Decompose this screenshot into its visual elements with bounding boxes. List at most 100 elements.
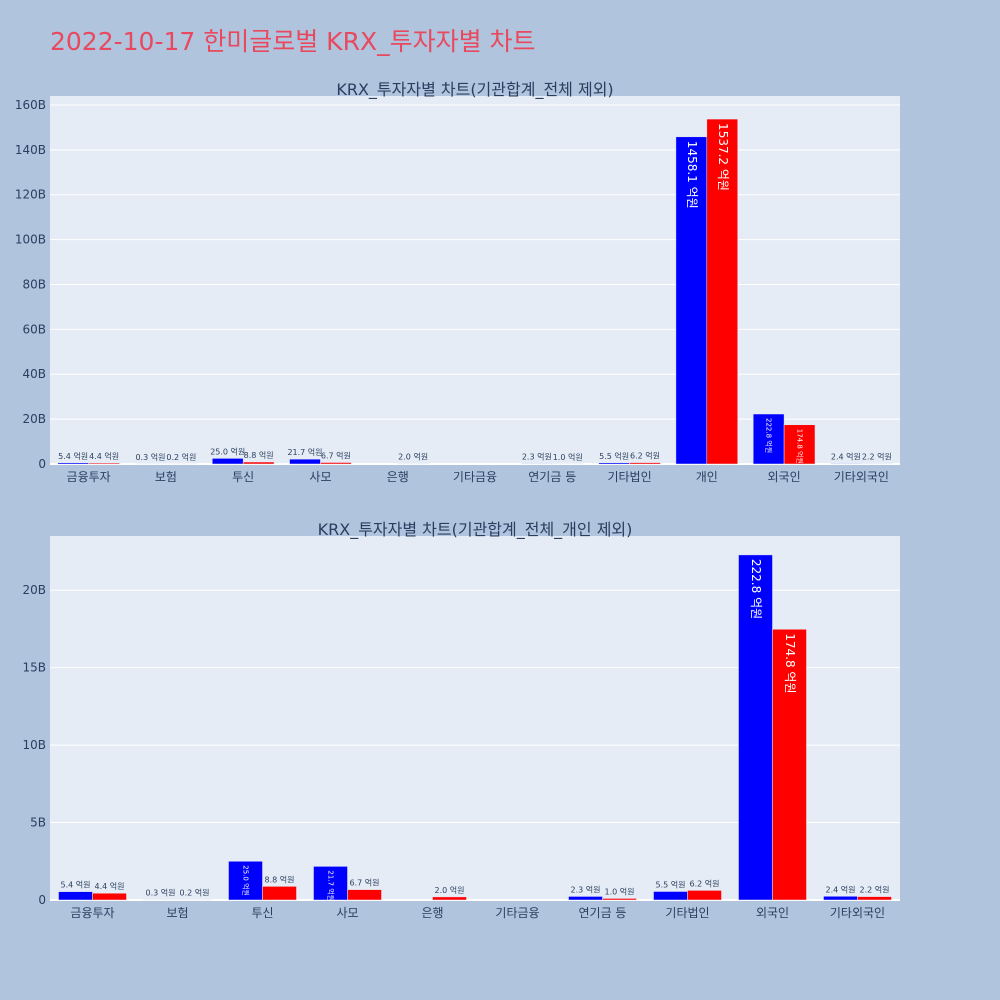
x-tick-label: 금융투자 xyxy=(70,906,114,920)
data-label: 25.0 억원 xyxy=(242,865,251,896)
bar xyxy=(738,554,773,901)
data-label: 6.7 억원 xyxy=(321,450,351,460)
bar xyxy=(653,891,688,901)
chart-krx-excluding-institution-total-and-individual: KRX_투자자별 차트(기관합계_전체_개인 제외) 0 5B 10B 15B 20B 금융… xyxy=(22,520,900,920)
x-tick-label: 투신 xyxy=(251,906,273,920)
x-tick-label: 연기금 등 xyxy=(579,906,627,920)
bar xyxy=(706,118,738,465)
y-tick-label: 0 xyxy=(38,457,46,471)
y-tick-label: 15B xyxy=(22,661,46,675)
data-label: 4.4 억원 xyxy=(89,451,119,461)
bar xyxy=(347,889,382,901)
bar xyxy=(262,886,297,901)
bar xyxy=(521,463,553,465)
bar xyxy=(432,896,467,901)
y-tick-label: 20B xyxy=(22,583,46,597)
x-tick-label: 기타금융 xyxy=(453,470,497,484)
data-label: 0.2 억원 xyxy=(166,452,196,462)
y-tick-label: 120B xyxy=(15,188,46,202)
x-tick-label: 사모 xyxy=(309,470,331,484)
bar xyxy=(289,458,321,465)
bar xyxy=(88,462,120,465)
x-tick-label: 은행 xyxy=(387,469,409,484)
y-tick-label: 160B xyxy=(15,98,46,112)
bar xyxy=(602,898,637,901)
page-title: 2022-10-17 한미글로벌 KRX_투자자별 차트 xyxy=(50,27,536,56)
data-label: 222.8 억원 xyxy=(765,418,774,453)
bar xyxy=(92,892,127,901)
x-tick-label: 연기금 등 xyxy=(528,470,576,484)
data-label: 2.3 억원 xyxy=(522,451,552,461)
x-tick-label: 개인 xyxy=(696,470,718,484)
x-tick-label: 외국인 xyxy=(756,906,789,920)
x-tick-label: 기타법인 xyxy=(607,470,651,484)
x-tick-label: 보험 xyxy=(166,906,188,920)
data-label: 2.2 억원 xyxy=(860,885,890,895)
data-label: 0.3 억원 xyxy=(135,452,165,462)
data-label: 1.0 억원 xyxy=(553,452,583,462)
bar xyxy=(568,896,603,901)
bar xyxy=(313,866,348,901)
bar xyxy=(830,463,862,465)
x-tick-label: 금융투자 xyxy=(67,470,111,484)
x-tick-label: 보험 xyxy=(155,470,177,484)
data-label: 5.4 억원 xyxy=(58,451,88,461)
chart-title: KRX_투자자별 차트(기관합계_전체 제외) xyxy=(336,80,613,100)
plot-area xyxy=(50,96,900,464)
data-label: 6.2 억원 xyxy=(630,451,660,461)
data-label: 0.3 억원 xyxy=(146,888,176,898)
data-label: 174.8 억원 xyxy=(783,633,797,693)
bar xyxy=(629,462,661,465)
data-label: 174.8 억원 xyxy=(796,429,805,464)
data-label: 6.7 억원 xyxy=(350,878,380,888)
bar xyxy=(598,462,630,465)
data-label: 1.0 억원 xyxy=(605,886,635,896)
data-label: 8.8 억원 xyxy=(244,450,274,460)
y-tick-label: 140B xyxy=(15,143,46,157)
chart-title: KRX_투자자별 차트(기관합계_전체_개인 제외) xyxy=(318,520,633,540)
x-tick-label: 은행 xyxy=(421,905,443,920)
y-tick-label: 20B xyxy=(22,412,46,426)
data-label: 21.7 억원 xyxy=(327,870,336,901)
x-tick-label: 기타법인 xyxy=(665,906,709,920)
data-label: 2.0 억원 xyxy=(435,885,465,895)
data-label: 2.3 억원 xyxy=(571,884,601,894)
data-label: 6.2 억원 xyxy=(690,878,720,888)
bar xyxy=(57,462,89,465)
data-label: 2.2 억원 xyxy=(862,452,892,462)
bar xyxy=(320,462,352,465)
bar xyxy=(857,896,892,901)
bar xyxy=(58,891,93,901)
data-label: 8.8 억원 xyxy=(265,874,295,884)
data-label: 4.4 억원 xyxy=(95,881,125,891)
bar xyxy=(212,458,244,465)
data-label: 5.4 억원 xyxy=(61,880,91,890)
data-label: 2.0 억원 xyxy=(398,452,428,462)
bar xyxy=(772,628,807,901)
y-tick-label: 80B xyxy=(22,277,46,291)
x-tick-label: 기타외국인 xyxy=(830,906,885,920)
data-label: 0.2 억원 xyxy=(180,888,210,898)
y-tick-label: 10B xyxy=(22,738,46,752)
y-tick-label: 100B xyxy=(15,233,46,247)
bar xyxy=(228,861,263,901)
y-tick-label: 60B xyxy=(22,322,46,336)
data-label: 1458.1 억원 xyxy=(685,141,699,209)
data-label: 21.7 억원 xyxy=(287,447,322,457)
y-tick-label: 0 xyxy=(38,893,46,907)
data-label: 1537.2 억원 xyxy=(716,123,730,191)
bar xyxy=(783,424,816,465)
data-label: 25.0 억원 xyxy=(210,446,245,456)
bar xyxy=(752,413,785,465)
y-tick-label: 40B xyxy=(22,367,46,381)
x-tick-label: 투신 xyxy=(232,470,254,484)
data-label: 2.4 억원 xyxy=(826,884,856,894)
data-label: 5.5 억원 xyxy=(599,451,629,461)
x-tick-label: 기타금융 xyxy=(495,906,539,920)
bar xyxy=(675,136,708,465)
x-tick-label: 기타외국인 xyxy=(834,470,889,484)
x-tick-label: 사모 xyxy=(336,906,358,920)
data-label: 5.5 억원 xyxy=(656,879,686,889)
data-label: 222.8 억원 xyxy=(749,559,763,619)
bar xyxy=(687,890,722,901)
